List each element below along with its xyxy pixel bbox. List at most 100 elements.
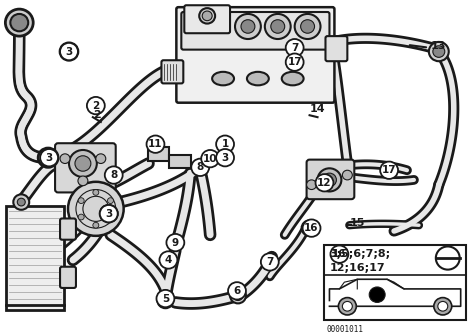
Text: 13: 13 (431, 41, 446, 51)
Circle shape (235, 14, 261, 39)
Text: 16: 16 (332, 249, 346, 259)
Circle shape (265, 14, 291, 39)
Circle shape (286, 39, 304, 56)
Circle shape (60, 43, 78, 60)
Circle shape (5, 9, 33, 36)
Circle shape (306, 224, 313, 232)
Text: 17: 17 (287, 57, 302, 67)
Text: 16: 16 (304, 223, 319, 233)
Circle shape (429, 42, 449, 61)
Circle shape (60, 154, 70, 163)
Circle shape (157, 293, 173, 308)
Ellipse shape (247, 72, 269, 85)
Text: 8: 8 (197, 162, 204, 172)
FancyBboxPatch shape (325, 245, 465, 320)
Text: 9: 9 (172, 238, 179, 248)
Circle shape (434, 297, 452, 315)
Circle shape (191, 159, 209, 176)
Ellipse shape (282, 72, 304, 85)
Text: 7: 7 (291, 43, 298, 53)
Text: 15: 15 (349, 218, 365, 228)
Circle shape (13, 194, 29, 210)
FancyBboxPatch shape (182, 12, 329, 50)
Circle shape (230, 288, 246, 304)
Text: 12: 12 (317, 178, 332, 188)
Circle shape (201, 150, 219, 168)
Circle shape (338, 297, 356, 315)
FancyBboxPatch shape (176, 7, 335, 103)
Text: 10: 10 (203, 154, 218, 164)
Circle shape (17, 198, 25, 206)
Circle shape (64, 47, 74, 56)
Text: 3;5;6;7;8;
12;16;17: 3;5;6;7;8; 12;16;17 (329, 249, 391, 273)
Circle shape (241, 20, 255, 33)
Circle shape (342, 302, 352, 311)
Text: 00001011: 00001011 (327, 325, 364, 334)
Polygon shape (329, 279, 461, 306)
Circle shape (316, 174, 333, 192)
Circle shape (159, 251, 177, 269)
Circle shape (68, 182, 124, 236)
Circle shape (100, 205, 118, 222)
Circle shape (202, 11, 212, 21)
FancyBboxPatch shape (60, 218, 76, 240)
FancyBboxPatch shape (162, 60, 183, 83)
Circle shape (228, 282, 246, 299)
Circle shape (78, 198, 84, 204)
Circle shape (40, 149, 58, 166)
Circle shape (271, 20, 285, 33)
Circle shape (342, 170, 352, 180)
Circle shape (286, 54, 304, 71)
FancyBboxPatch shape (60, 267, 76, 288)
Circle shape (301, 20, 315, 33)
FancyBboxPatch shape (326, 36, 347, 61)
Text: 3: 3 (105, 209, 112, 219)
Circle shape (438, 302, 448, 311)
Circle shape (216, 149, 234, 166)
Circle shape (108, 198, 113, 204)
Circle shape (216, 135, 234, 153)
Circle shape (10, 14, 28, 31)
Circle shape (78, 176, 88, 186)
Text: 14: 14 (310, 105, 325, 115)
Circle shape (69, 150, 97, 177)
Text: 11: 11 (148, 139, 163, 149)
Text: 1: 1 (221, 139, 228, 149)
Circle shape (87, 97, 105, 114)
FancyBboxPatch shape (307, 159, 354, 199)
Circle shape (166, 234, 184, 251)
Circle shape (307, 180, 317, 190)
Text: 3: 3 (46, 153, 53, 163)
Text: 2: 2 (93, 110, 100, 120)
Circle shape (42, 152, 54, 163)
Circle shape (104, 209, 114, 218)
FancyBboxPatch shape (147, 147, 169, 160)
Circle shape (233, 291, 243, 300)
Circle shape (295, 14, 320, 39)
Circle shape (369, 287, 385, 303)
Circle shape (318, 168, 341, 192)
Circle shape (330, 246, 348, 263)
Circle shape (96, 154, 106, 163)
Circle shape (93, 190, 99, 195)
Circle shape (38, 148, 58, 168)
Ellipse shape (212, 72, 234, 85)
Circle shape (322, 173, 337, 187)
Circle shape (93, 222, 99, 228)
Circle shape (108, 214, 113, 220)
Text: 5: 5 (162, 293, 169, 304)
Text: 17: 17 (382, 165, 396, 175)
Circle shape (100, 205, 118, 222)
Text: 8: 8 (110, 170, 118, 180)
FancyBboxPatch shape (184, 5, 230, 33)
Text: 3: 3 (65, 47, 73, 57)
Circle shape (302, 219, 320, 237)
FancyBboxPatch shape (55, 143, 116, 192)
Circle shape (161, 296, 170, 305)
Circle shape (156, 290, 174, 307)
Circle shape (301, 220, 318, 236)
Text: 6: 6 (233, 286, 241, 296)
Circle shape (78, 214, 84, 220)
FancyBboxPatch shape (169, 155, 191, 168)
Text: 7: 7 (266, 257, 273, 267)
